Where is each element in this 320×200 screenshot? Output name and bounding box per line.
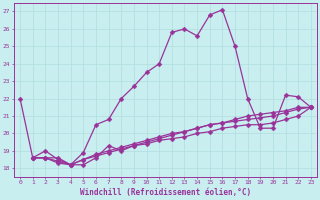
X-axis label: Windchill (Refroidissement éolien,°C): Windchill (Refroidissement éolien,°C) — [80, 188, 251, 197]
